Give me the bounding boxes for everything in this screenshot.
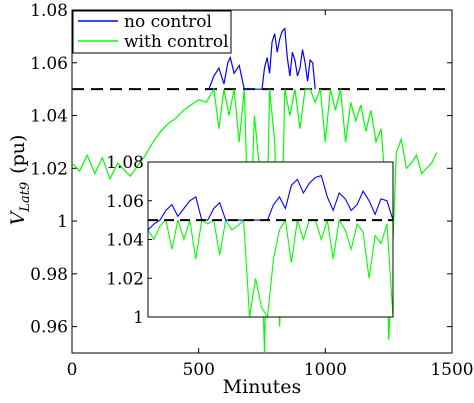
inset-series-1 <box>147 218 394 319</box>
inset-background <box>148 162 393 317</box>
y-axis-title: VLat9 (pu) <box>7 135 33 226</box>
y-tick-label-1-02: 1.02 <box>30 159 68 179</box>
legend-box <box>72 10 232 54</box>
y-tick-label-1-08: 1.08 <box>30 1 68 21</box>
legend-label-no-control: no control <box>124 12 212 32</box>
inset-y-tick-label-1: 1 <box>133 308 144 328</box>
inset-series-group <box>147 174 394 319</box>
y-tick-label-1: 1 <box>57 212 68 232</box>
inset-y-tick-label-1-02: 1.02 <box>106 269 144 289</box>
x-tick-label-0: 0 <box>67 360 78 380</box>
inset-axis-ticks: 1 1.02 1.04 1.06 1.08 <box>106 153 152 328</box>
x-tick-label-500: 500 <box>182 360 214 380</box>
inset-y-tick-label-1-06: 1.06 <box>106 192 144 212</box>
legend: no control with control <box>72 10 232 54</box>
y-axis-title-subscript: Lat9 <box>18 182 33 213</box>
y-tick-label-0-96: 0.96 <box>30 318 68 338</box>
x-tick-label-1000: 1000 <box>304 360 347 380</box>
inset-series-0 <box>147 174 394 231</box>
y-axis-title-unit: (pu) <box>7 135 29 174</box>
legend-label-with-control: with control <box>124 32 229 52</box>
x-tick-label-1500: 1500 <box>430 360 473 380</box>
main-axis-ticks: 0 500 1000 1500 0.96 0.98 1 1.02 1.04 1.06 1.08 <box>30 1 473 380</box>
y-axis-title-base: V <box>7 209 29 225</box>
y-tick-label-1-06: 1.06 <box>30 54 68 74</box>
y-tick-label-1-04: 1.04 <box>30 107 68 127</box>
inset-y-tick-label-1-08: 1.08 <box>106 153 144 173</box>
main-series-no-control <box>208 27 316 90</box>
y-tick-label-0-98: 0.98 <box>30 265 68 285</box>
main-plot-frame <box>71 9 453 354</box>
x-axis-title: Minutes <box>223 376 302 398</box>
inset-y-tick-label-1-04: 1.04 <box>106 231 144 251</box>
